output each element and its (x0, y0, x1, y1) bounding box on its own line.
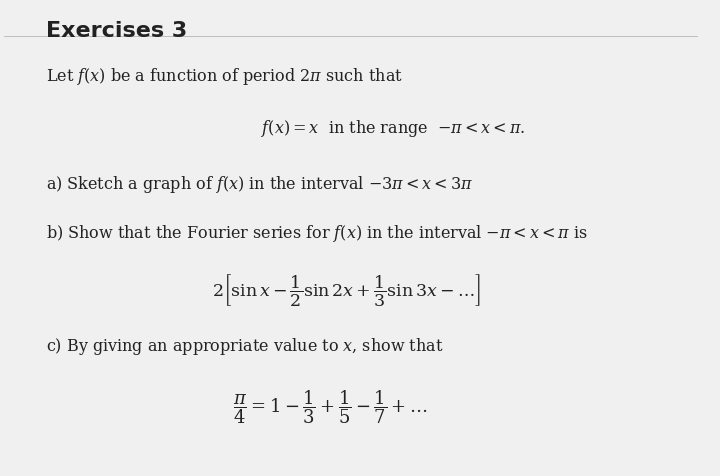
Text: c) By giving an appropriate value to $x$, show that: c) By giving an appropriate value to $x$… (46, 335, 444, 356)
Text: Let $f(x)$ be a function of period $2\pi$ such that: Let $f(x)$ be a function of period $2\pi… (46, 66, 402, 87)
Text: a) Sketch a graph of $f(x)$ in the interval $-3\pi < x < 3\pi$: a) Sketch a graph of $f(x)$ in the inter… (46, 174, 473, 195)
Text: $\dfrac{\pi}{4} = 1 - \dfrac{1}{3} + \dfrac{1}{5} - \dfrac{1}{7} + \ldots$: $\dfrac{\pi}{4} = 1 - \dfrac{1}{3} + \df… (233, 387, 428, 425)
Text: b) Show that the Fourier series for $f(x)$ in the interval $-\pi < x < \pi$ is: b) Show that the Fourier series for $f(x… (46, 223, 588, 244)
Text: $f(x) = x$  in the range  $-\pi < x < \pi$.: $f(x) = x$ in the range $-\pi < x < \pi$… (261, 118, 526, 139)
Text: Exercises 3: Exercises 3 (46, 20, 187, 40)
Text: $2\left[\sin x - \dfrac{1}{2}\sin 2x + \dfrac{1}{3}\sin 3x - \ldots\right]$: $2\left[\sin x - \dfrac{1}{2}\sin 2x + \… (212, 271, 482, 307)
